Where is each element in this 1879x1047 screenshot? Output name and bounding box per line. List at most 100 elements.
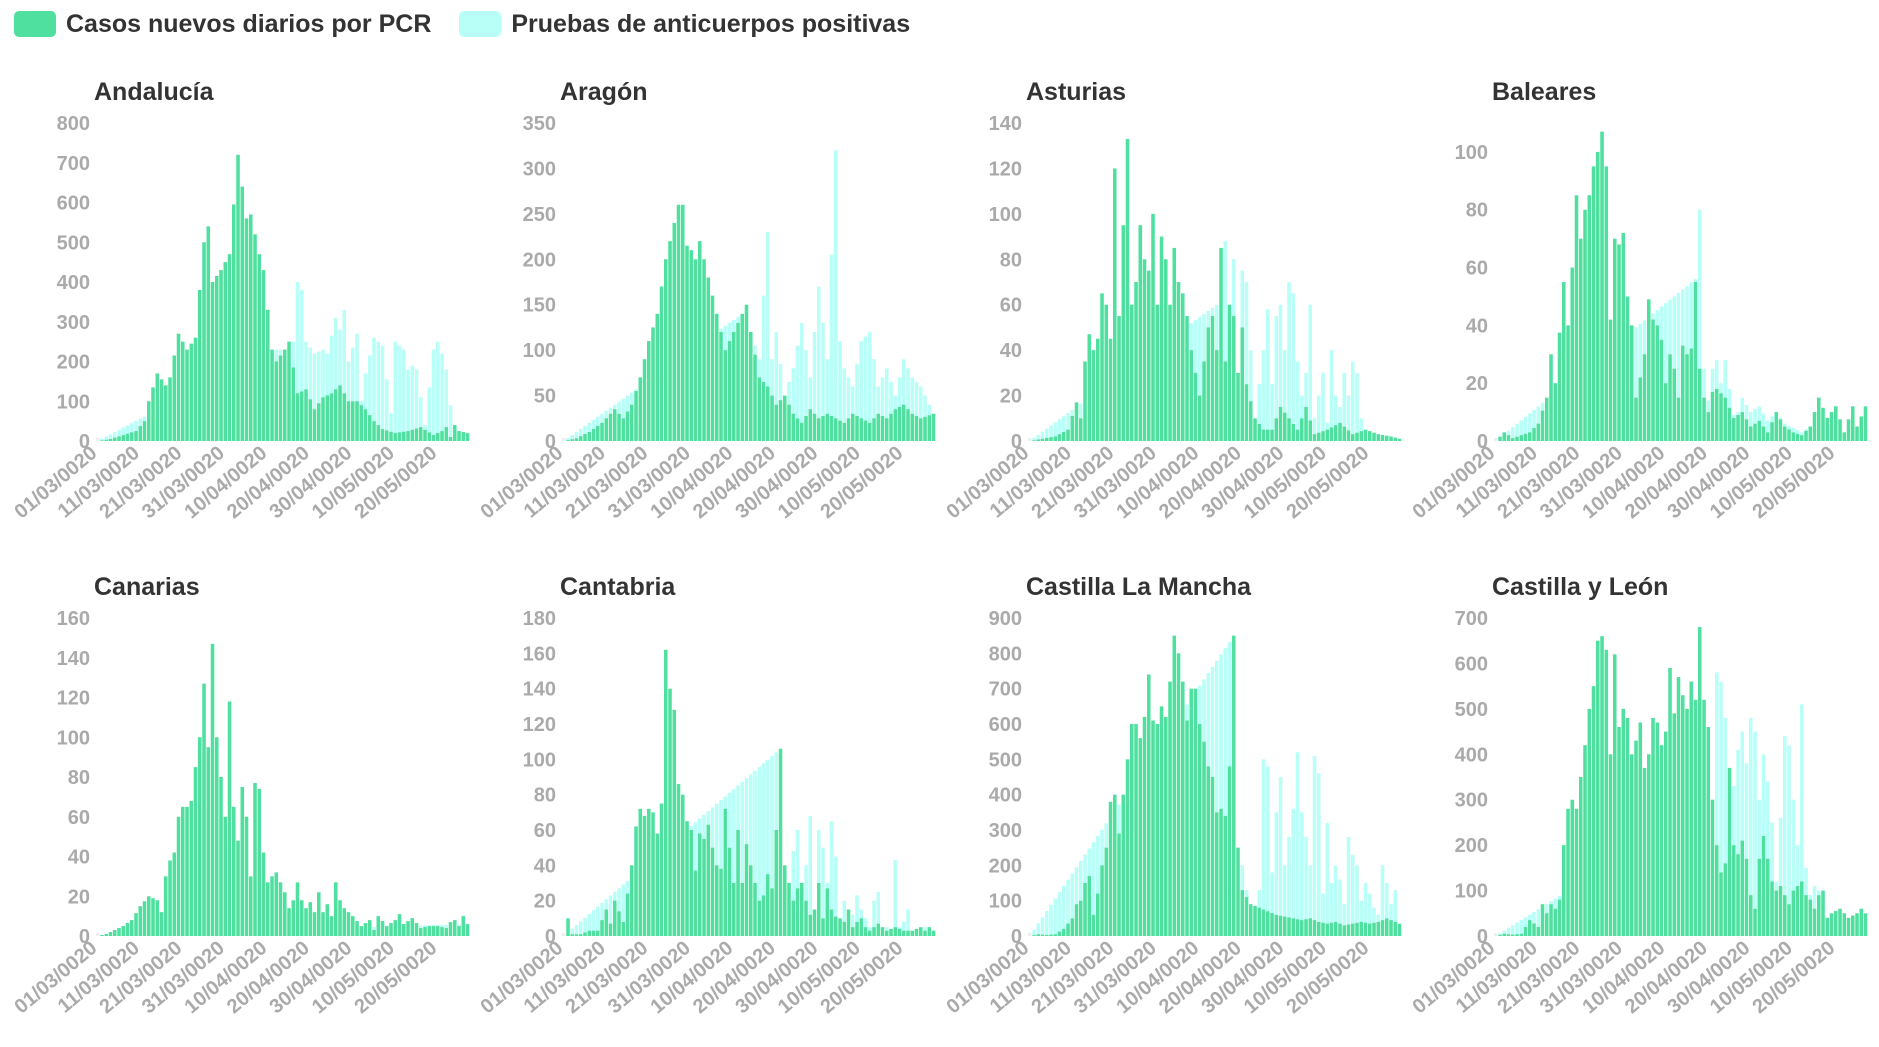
antibody-bar <box>1702 368 1706 398</box>
pcr-bar <box>138 906 143 936</box>
antibody-bar <box>787 381 791 405</box>
pcr-bar <box>1329 922 1334 936</box>
pcr-bar <box>1159 706 1164 936</box>
antibody-bar <box>1812 886 1817 909</box>
pcr-bar <box>206 226 211 441</box>
pcr-bar <box>876 413 881 441</box>
y-tick-label: 700 <box>57 153 90 175</box>
pcr-bar <box>1698 368 1702 441</box>
antibody-bar <box>1791 427 1796 433</box>
pcr-bar <box>859 918 864 936</box>
y-tick-label: 120 <box>57 688 90 710</box>
pcr-bar <box>317 892 321 936</box>
pcr-bar <box>164 876 168 936</box>
pcr-bar <box>1070 416 1075 441</box>
pcr-bar <box>1385 918 1389 936</box>
antibody-bar <box>579 921 583 935</box>
pcr-bar <box>1368 923 1372 936</box>
pcr-bar <box>253 234 257 441</box>
pcr-bar <box>668 688 672 936</box>
empty-day-bar <box>1494 438 1498 441</box>
pcr-bar <box>1142 259 1147 441</box>
antibody-bar <box>1800 704 1804 882</box>
antibody-bar <box>821 322 825 417</box>
antibody-bar <box>842 368 847 423</box>
y-tick-label: 400 <box>1455 744 1488 766</box>
pcr-bar <box>402 431 406 441</box>
pcr-bar <box>825 888 830 936</box>
antibody-bar <box>1278 304 1283 407</box>
pcr-bar <box>851 413 855 441</box>
antibody-bar <box>1045 910 1049 935</box>
pcr-bar <box>300 900 304 936</box>
pcr-bar <box>325 904 330 936</box>
pcr-bar <box>778 748 783 936</box>
pcr-bar <box>625 411 630 441</box>
pcr-bar <box>1693 282 1698 441</box>
antibody-bar <box>1723 360 1728 398</box>
antibody-bar <box>372 337 376 422</box>
antibody-bar <box>431 349 436 436</box>
antibody-bar <box>613 891 617 901</box>
pcr-bar <box>1787 904 1791 936</box>
antibody-bar <box>804 865 808 901</box>
pcr-bar <box>1702 397 1706 441</box>
antibody-bar <box>1261 350 1266 430</box>
pcr-bar <box>278 882 283 936</box>
pcr-bar <box>1642 354 1647 441</box>
pcr-bar <box>1540 410 1545 441</box>
pcr-bar <box>681 794 685 936</box>
pcr-bar <box>1040 438 1045 441</box>
pcr-bar <box>1753 908 1757 936</box>
pcr-bar <box>672 222 677 441</box>
pcr-bar <box>842 422 847 441</box>
pcr-bar <box>923 930 927 936</box>
antibody-bar <box>1057 419 1062 435</box>
antibody-bar <box>927 404 932 416</box>
antibody-bar <box>100 438 104 441</box>
antibody-bar <box>757 359 762 378</box>
pcr-bar <box>1528 920 1532 936</box>
pcr-bar <box>219 270 223 441</box>
pcr-bar <box>1227 766 1232 936</box>
pcr-bar <box>253 782 257 936</box>
antibody-bar <box>130 423 134 433</box>
antibody-bar <box>385 379 389 431</box>
pcr-bar <box>570 934 575 936</box>
antibody-bar <box>1304 372 1308 407</box>
pcr-bar <box>308 902 313 936</box>
antibody-bar <box>923 395 927 417</box>
pcr-bar <box>702 838 706 936</box>
antibody-bar <box>604 899 609 910</box>
pcr-bar <box>1630 754 1634 936</box>
antibody-bar <box>1766 781 1770 859</box>
pcr-bar <box>710 847 715 936</box>
antibody-bar <box>621 398 626 419</box>
panel-title: Asturias <box>1026 78 1126 106</box>
antibody-bar <box>723 796 728 809</box>
y-tick-label: 300 <box>57 312 90 334</box>
chart-panel: Aragón05010015020025030035001/03/002011/… <box>477 78 936 523</box>
pcr-bar <box>1368 431 1372 441</box>
antibody-bar <box>363 373 368 410</box>
pcr-bar <box>189 800 194 936</box>
pcr-bar <box>608 923 613 936</box>
pcr-bar <box>1536 423 1541 441</box>
antibody-bar <box>761 763 766 896</box>
pcr-bar <box>1236 847 1240 936</box>
pcr-bar <box>206 747 211 936</box>
antibody-bar <box>1070 410 1075 417</box>
pcr-bar <box>795 888 800 936</box>
antibody-bar <box>1244 890 1249 898</box>
chart-panel: Canarias02040608010012014016001/03/00201… <box>11 573 470 1018</box>
pcr-bar <box>1812 908 1817 936</box>
pcr-bar <box>574 438 579 441</box>
pcr-bar <box>329 916 334 936</box>
pcr-bar <box>1617 244 1621 441</box>
y-tick-label: 500 <box>989 749 1022 771</box>
y-tick-label: 120 <box>989 158 1022 180</box>
pcr-bar <box>270 876 274 936</box>
antibody-bar <box>778 363 783 401</box>
antibody-bar <box>1104 823 1109 848</box>
